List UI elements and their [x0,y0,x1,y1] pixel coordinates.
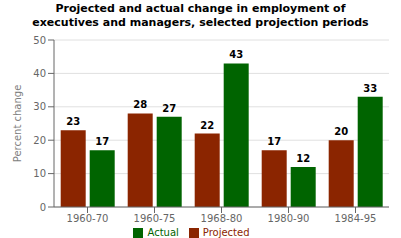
svg-text:22: 22 [200,120,214,131]
svg-text:1980-90: 1980-90 [268,213,310,224]
svg-text:10: 10 [33,168,46,179]
svg-text:1968-80: 1968-80 [201,213,243,224]
svg-text:1960-75: 1960-75 [134,213,176,224]
html-text:executives and managers, selec: executives and managers, selected projec… [32,16,369,29]
html-text:Projected and actual change in: Projected and actual change in employmen… [55,2,346,15]
svg-text:Percent change: Percent change [12,85,23,163]
svg-text:23: 23 [66,116,80,127]
svg-text:33: 33 [363,83,377,94]
svg-text:28: 28 [133,99,147,110]
svg-text:27: 27 [162,103,176,114]
svg-text:43: 43 [229,49,243,60]
svg-text:1960-70: 1960-70 [67,213,109,224]
svg-text:1984-95: 1984-95 [335,213,377,224]
svg-text:40: 40 [33,68,46,79]
svg-text:17: 17 [95,136,109,147]
svg-text:50: 50 [33,35,46,46]
svg-text:30: 30 [33,101,46,112]
svg-text:0: 0 [40,202,46,213]
svg-text:20: 20 [33,135,46,146]
html-text:Actual: Actual [147,227,179,238]
svg-text:12: 12 [296,153,310,164]
svg-text:17: 17 [267,136,281,147]
svg-text:20: 20 [334,126,348,137]
html-text:Projected: Projected [202,227,250,238]
